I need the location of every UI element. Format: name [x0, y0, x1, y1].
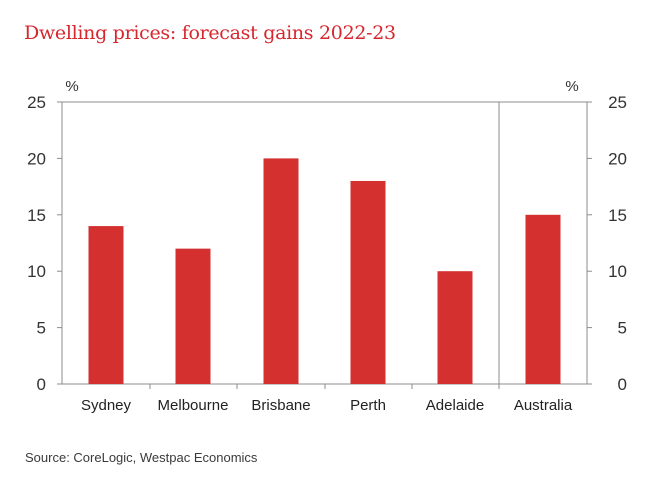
category-label: Perth	[350, 397, 386, 414]
y-tick-label-right: 5	[618, 319, 627, 338]
category-label: Australia	[514, 397, 573, 414]
category-label: Melbourne	[158, 397, 229, 414]
bars	[88, 158, 561, 384]
y-tick-label-left: 15	[27, 206, 46, 225]
bar-australia	[525, 214, 561, 384]
bar-chart: 0 0 5 5 10 10 15 15 20 20 25 25% % Sydney Melbourne Bri…	[27, 78, 627, 414]
chart-title: Dwelling prices: forecast gains 2022-23	[24, 22, 396, 44]
bar-perth	[350, 180, 386, 384]
y-tick-label-right: 20	[608, 149, 627, 168]
y-tick-label-left: 25	[27, 93, 46, 112]
bar-melbourne	[175, 248, 211, 384]
source-note: Source: CoreLogic, Westpac Economics	[25, 450, 258, 465]
bar-sydney	[88, 226, 124, 384]
chart-frame	[57, 101, 592, 389]
y-tick-label-right: 15	[608, 206, 627, 225]
y-tick-label-left: 20	[27, 149, 46, 168]
y-tick-label-right: 10	[608, 262, 627, 281]
y-tick-label-right: 0	[618, 375, 627, 394]
y-tick-label-right: 25	[608, 93, 627, 112]
y-unit-left: %	[65, 78, 78, 95]
category-label: Sydney	[81, 397, 132, 414]
bar-brisbane	[263, 158, 299, 384]
y-tick-label-left: 0	[37, 375, 46, 394]
y-tick-label-left: 10	[27, 262, 46, 281]
category-label: Brisbane	[251, 397, 310, 414]
labels: 0 0 5 5 10 10 15 15 20 20 25 25% % Sydney Melbourne Bri…	[27, 78, 627, 414]
bar-adelaide	[437, 271, 473, 384]
category-label: Adelaide	[426, 397, 484, 414]
y-unit-right: %	[565, 78, 578, 95]
y-tick-label-left: 5	[37, 319, 46, 338]
